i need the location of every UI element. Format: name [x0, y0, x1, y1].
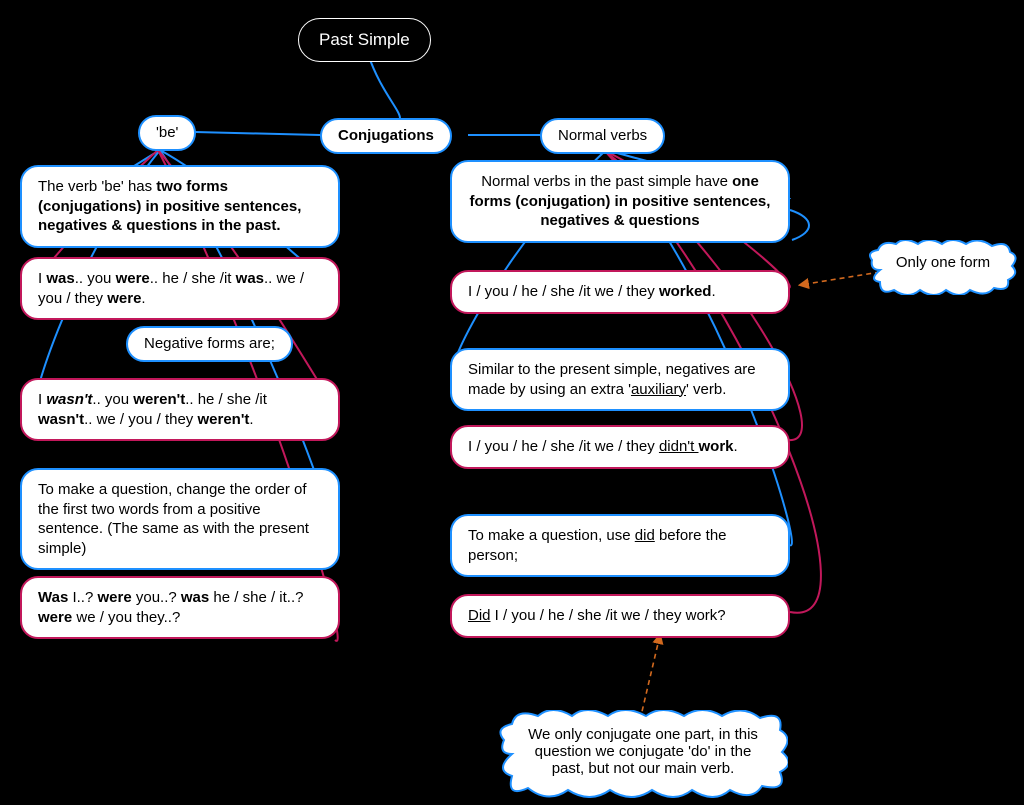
node-normal-verbs: Normal verbs: [540, 118, 665, 154]
node-conjugations: Conjugations: [320, 118, 452, 154]
node-be-negative-examples: I wasn't.. you weren't.. he / she /it wa…: [20, 378, 340, 441]
node-be-negative-label: Negative forms are;: [126, 326, 293, 362]
label: Conjugations: [338, 127, 434, 144]
node-root-past-simple: Past Simple: [298, 18, 431, 62]
label: We only conjugate one part, in this ques…: [498, 710, 788, 793]
label: 'be': [156, 124, 178, 141]
cloud-only-one-form: Only one form: [868, 240, 1018, 285]
label: Normal verbs: [558, 127, 647, 144]
node-normal-forms: Normal verbs in the past simple have one…: [450, 160, 790, 243]
node-normal-negative-rule: Similar to the present simple, negatives…: [450, 348, 790, 411]
diagram-canvas: Past Simple Conjugations 'be' Normal ver…: [0, 0, 1024, 805]
node-be: 'be': [138, 115, 196, 151]
node-be-question-rule: To make a question, change the order of …: [20, 468, 340, 570]
node-be-question-examples: Was I..? were you..? was he / she / it..…: [20, 576, 340, 639]
node-be-forms: The verb 'be' has two forms (conjugation…: [20, 165, 340, 248]
cloud-conjugate-note: We only conjugate one part, in this ques…: [498, 710, 788, 793]
node-be-was-were: I was.. you were.. he / she /it was.. we…: [20, 257, 340, 320]
label: Past Simple: [319, 30, 410, 49]
node-normal-positive-example: I / you / he / she /it we / they worked.: [450, 270, 790, 314]
label: Only one form: [868, 240, 1018, 285]
node-normal-question-example: Did I / you / he / she /it we / they wor…: [450, 594, 790, 638]
node-normal-question-rule: To make a question, use did before the p…: [450, 514, 790, 577]
node-normal-negative-example: I / you / he / she /it we / they didn't …: [450, 425, 790, 469]
